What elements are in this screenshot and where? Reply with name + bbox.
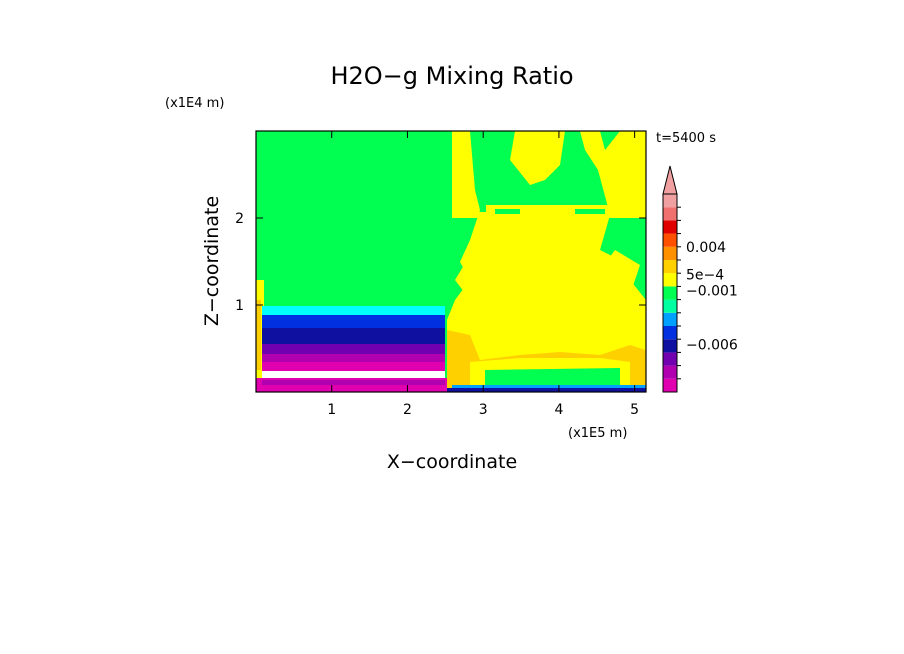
colorbar-label: −0.006 xyxy=(686,337,738,353)
right-plume xyxy=(447,131,646,392)
colorbar-swatch xyxy=(663,352,677,366)
x-tick-label: 1 xyxy=(327,402,336,418)
colorbar-swatch xyxy=(663,220,677,234)
colorbar: 0.004 5e−4−0.001 −0.006 xyxy=(662,165,738,393)
colorbar-extend-arrow xyxy=(662,165,678,195)
y-tick-label: 1 xyxy=(235,298,244,314)
y-tick-label: 2 xyxy=(235,211,244,227)
x-tick-label: 5 xyxy=(630,402,639,418)
y-axis: 12 xyxy=(235,211,646,314)
colorbar-frame xyxy=(662,193,678,393)
chart-title: H2O−g Mixing Ratio xyxy=(330,62,573,90)
colorbar-label: 0.004 xyxy=(686,240,726,256)
y-axis-label: Z−coordinate xyxy=(201,196,223,326)
colorbar-swatch xyxy=(663,233,677,247)
colorbar-swatch xyxy=(663,365,677,379)
negative-layer-band xyxy=(256,306,448,392)
x-tick-label: 2 xyxy=(403,402,412,418)
colorbar-swatch xyxy=(663,207,677,221)
plot-frame xyxy=(255,130,647,393)
x-axis: 1 2 3 4 5 xyxy=(327,131,639,418)
time-label: t=5400 s xyxy=(656,131,716,146)
x-axis-label: X−coordinate xyxy=(387,451,517,473)
x-unit-label: (x1E5 m) xyxy=(568,426,627,441)
y-unit-label: (x1E4 m) xyxy=(165,96,224,111)
heatmap-field xyxy=(256,131,646,392)
colorbar-swatch xyxy=(663,339,677,353)
x-tick-label: 3 xyxy=(479,402,488,418)
left-edge-orange xyxy=(256,300,261,370)
colorbar-swatch xyxy=(663,326,677,340)
colorbar-swatch xyxy=(663,299,677,313)
colorbar-swatch xyxy=(663,286,677,300)
colorbar-swatch xyxy=(663,312,677,326)
colorbar-swatch xyxy=(663,378,677,392)
colorbar-swatch xyxy=(663,194,677,208)
colorbar-swatch xyxy=(663,260,677,274)
x-tick-label: 4 xyxy=(554,402,563,418)
colorbar-label: 5e−4 xyxy=(686,268,724,284)
colorbar-label: −0.001 xyxy=(686,283,738,299)
colorbar-swatch xyxy=(663,273,677,287)
colorbar-swatch xyxy=(663,246,677,260)
